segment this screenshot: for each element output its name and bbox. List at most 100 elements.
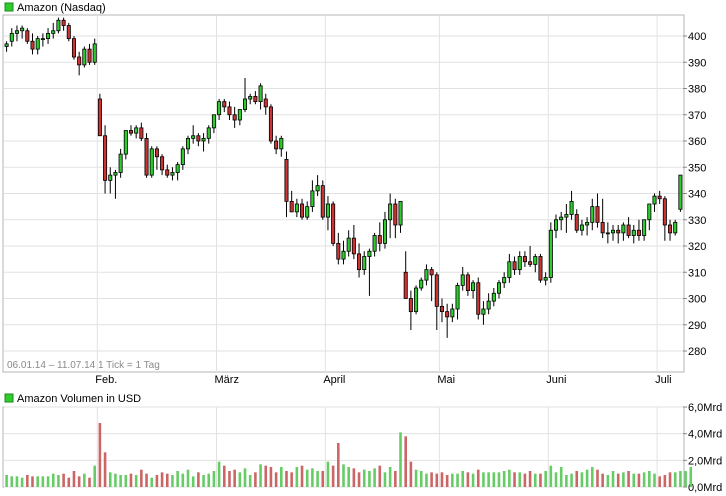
volume-bar	[637, 473, 641, 487]
volume-bar	[337, 443, 340, 487]
volume-bar	[616, 473, 620, 487]
candle-body	[180, 148, 185, 166]
price-y-tick-label: 290	[688, 320, 706, 332]
candle-body	[367, 250, 372, 257]
volume-bar	[378, 465, 382, 487]
volume-bar	[259, 464, 262, 487]
volume-bar	[668, 472, 672, 487]
volume-bar	[394, 471, 397, 487]
volume-bar	[274, 472, 278, 487]
volume-bar	[165, 473, 169, 487]
volume-bar	[430, 472, 433, 487]
candle-body	[206, 127, 211, 139]
price-gridlines	[4, 15, 683, 372]
candle-body	[403, 271, 408, 299]
volume-bar	[622, 472, 625, 487]
candle-body	[631, 229, 636, 236]
volume-bar	[648, 471, 651, 487]
volume-bar	[155, 475, 159, 487]
candle-body	[300, 203, 305, 218]
volume-bar	[673, 472, 677, 487]
candle-body	[445, 311, 450, 318]
candle-body	[585, 221, 590, 226]
candle-body	[538, 256, 543, 281]
candle-body	[191, 135, 196, 139]
candle-body	[465, 274, 470, 292]
candle-body	[657, 195, 662, 200]
candle-body	[502, 277, 507, 284]
volume-bar	[575, 471, 579, 487]
candle-body	[636, 229, 641, 236]
candle-body	[579, 224, 584, 231]
candle-body	[357, 253, 362, 271]
candle-body	[486, 300, 491, 310]
candle-body	[346, 237, 351, 252]
volume-bar	[414, 469, 418, 487]
volume-bar	[264, 465, 268, 487]
candle-body	[434, 274, 439, 307]
x-tick-label: Juli	[655, 374, 672, 386]
candle-body	[429, 269, 434, 276]
candle-body	[160, 156, 165, 171]
volume-bar	[523, 473, 527, 487]
volume-bar	[653, 473, 656, 487]
volume-bar	[539, 473, 542, 487]
candle-body	[590, 206, 595, 223]
candle-body	[351, 237, 356, 255]
candle-body	[419, 279, 424, 289]
candle-body	[289, 200, 294, 213]
volume-bar	[627, 471, 630, 487]
volume-bar	[26, 475, 29, 487]
volume-bar	[528, 471, 532, 487]
price-y-tick-label: 300	[688, 294, 706, 306]
candle-body	[82, 48, 87, 66]
volume-bar	[171, 475, 174, 487]
volume-bar	[222, 465, 226, 487]
price-y-tick-label: 330	[688, 215, 706, 227]
volume-bar	[248, 475, 252, 487]
candle-body	[481, 308, 486, 315]
volume-y-axis: 0,0Mrd 2,0Mrd 4,0Mrd 6,0Mrd	[683, 402, 722, 494]
volume-bar	[679, 471, 682, 487]
volume-bar	[549, 465, 553, 487]
volume-bar	[83, 473, 86, 487]
price-legend-label: Amazon (Nasdaq)	[17, 2, 106, 14]
candle-body	[512, 261, 517, 271]
volume-bar	[20, 477, 24, 487]
volume-bar	[342, 464, 345, 487]
candle-body	[652, 195, 657, 205]
volume-bar	[471, 473, 475, 487]
volume-bar	[238, 472, 242, 487]
candle-body	[621, 224, 626, 234]
candle-body	[134, 127, 139, 134]
candle-body	[668, 224, 673, 234]
volume-bar	[72, 471, 76, 487]
candle-body	[66, 25, 71, 40]
candle-body	[185, 137, 191, 150]
volume-bar	[186, 469, 190, 487]
volume-bar	[580, 472, 584, 487]
candle-body	[450, 308, 455, 318]
candle-body	[92, 43, 97, 63]
volume-bar	[124, 475, 128, 487]
candle-body	[439, 305, 444, 313]
candle-body	[393, 203, 398, 226]
candle-body	[305, 206, 310, 218]
volume-bar	[559, 467, 563, 487]
price-y-tick-label: 310	[688, 267, 706, 279]
candle-body	[149, 148, 154, 176]
volume-bar	[570, 473, 573, 487]
volume-bar	[684, 471, 687, 487]
volume-bar	[399, 432, 402, 487]
candle-body	[71, 38, 76, 58]
candle-body	[507, 261, 512, 278]
candle-body	[30, 40, 35, 50]
volume-bar	[67, 477, 71, 487]
volume-panel: Amazon Volumen in USD 0,0Mrd 2,0Mrd 4,0Mrd…	[2, 393, 722, 494]
volume-y-tick-label: 4,0Mrd	[688, 429, 722, 441]
candle-body	[128, 130, 133, 134]
volume-bar	[642, 472, 646, 487]
candle-body	[103, 135, 108, 181]
candle-body	[9, 32, 14, 42]
volume-bar	[31, 476, 34, 487]
